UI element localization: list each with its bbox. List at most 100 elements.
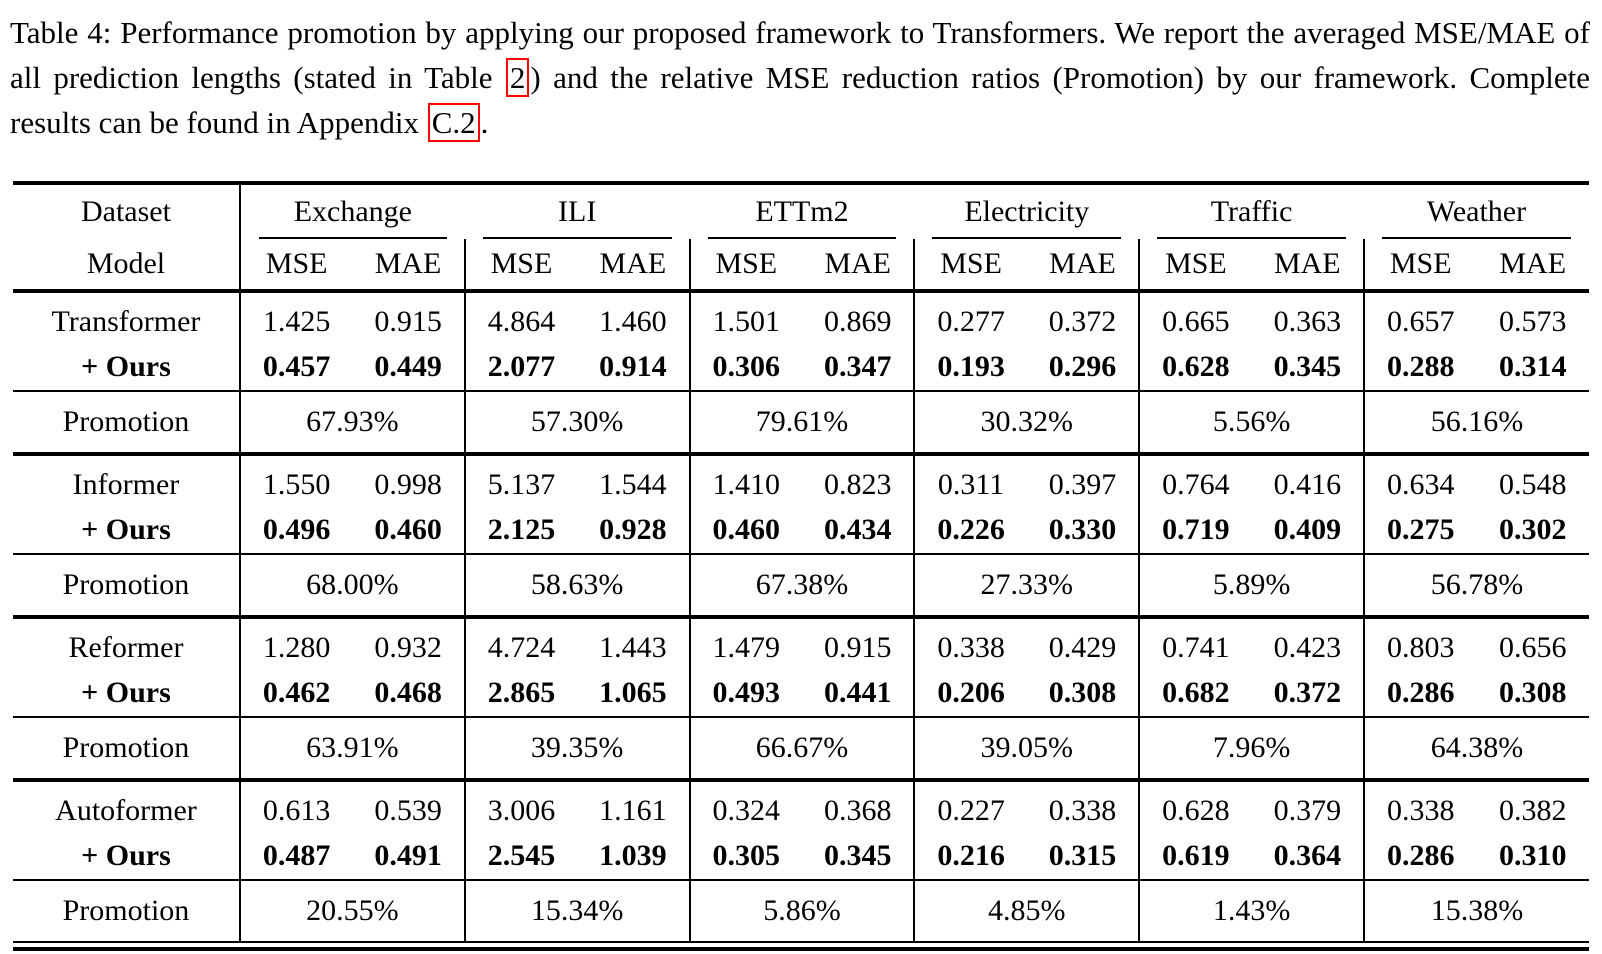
cmidrule bbox=[707, 237, 897, 239]
cmidrule bbox=[1382, 237, 1571, 239]
metric-header-mae: MAE bbox=[577, 239, 691, 293]
base-value-cell: 0.429 bbox=[1026, 617, 1141, 670]
dataset-name: Traffic bbox=[1210, 195, 1293, 228]
caption-text: Table 4: Performance promotion by applyi… bbox=[10, 15, 1590, 95]
promotion-value-cell: 39.05% bbox=[914, 717, 1141, 782]
ours-value-cell: 0.308 bbox=[1476, 670, 1589, 718]
base-value-cell: 0.277 bbox=[937, 304, 1005, 338]
ours-row: + Ours 0.457 0.449 2.077 0.914 0.306 0.347 0.19… bbox=[13, 344, 1589, 392]
ours-value-cell: 0.345 bbox=[1251, 344, 1366, 392]
base-value-cell: 0.998 bbox=[352, 454, 466, 507]
base-value-cell: 0.368 bbox=[801, 780, 916, 833]
promotion-value-cell: 58.63% bbox=[464, 554, 691, 619]
base-value-cell: 0.764 bbox=[1162, 467, 1230, 501]
model-name-cell: Reformer bbox=[13, 617, 241, 670]
metric-header-mse: MSE bbox=[1139, 239, 1252, 293]
base-value-cell: 0.548 bbox=[1498, 467, 1567, 501]
ours-value-cell: 0.226 bbox=[914, 507, 1027, 555]
base-value-cell: 0.382 bbox=[1498, 793, 1567, 827]
cmidrule bbox=[1157, 237, 1347, 239]
dataset-name: Exchange bbox=[293, 195, 412, 228]
metric-header-mse: MSE bbox=[239, 239, 353, 293]
ours-value-cell: 0.719 bbox=[1139, 507, 1252, 555]
dataset-col-traffic: Traffic bbox=[1139, 183, 1364, 239]
model-name-cell: Autoformer bbox=[13, 780, 241, 833]
dataset-col-exchange: Exchange bbox=[240, 183, 465, 239]
caption-text: . bbox=[480, 105, 489, 140]
promotion-label-cell: Promotion bbox=[13, 717, 241, 782]
ours-value-cell: 0.206 bbox=[914, 670, 1027, 718]
base-value-cell: 0.634 bbox=[1386, 467, 1455, 501]
dataset-name: ILI bbox=[558, 195, 597, 228]
ours-value-cell: 0.457 bbox=[239, 344, 353, 392]
base-value-cell: 1.544 bbox=[577, 454, 691, 507]
ours-value-cell: 0.460 bbox=[352, 507, 466, 555]
promotion-value-cell: 63.91% bbox=[239, 717, 466, 782]
base-value-cell: 3.006 bbox=[487, 793, 556, 827]
ours-value-cell: 0.288 bbox=[1364, 344, 1477, 392]
appendix-c2-reference-link[interactable]: C.2 bbox=[427, 103, 480, 142]
page: Table 4: Performance promotion by applyi… bbox=[0, 10, 1602, 951]
promotion-value-cell: 5.86% bbox=[689, 880, 916, 943]
promotion-value-cell: 7.96% bbox=[1139, 717, 1366, 782]
metric-header-mae: MAE bbox=[352, 239, 466, 293]
promotion-value-cell: 56.16% bbox=[1364, 391, 1589, 456]
ours-value-cell: 0.305 bbox=[689, 833, 802, 881]
metric-header-mse: MSE bbox=[1364, 239, 1477, 293]
ours-value-cell: 0.493 bbox=[689, 670, 802, 718]
base-value-cell: 1.443 bbox=[577, 617, 691, 670]
promotion-value-cell: 79.61% bbox=[689, 391, 916, 456]
ours-value-cell: 0.468 bbox=[352, 670, 466, 718]
ours-value-cell: 1.065 bbox=[577, 670, 691, 718]
ours-value-cell: 0.496 bbox=[239, 507, 353, 555]
results-table-wrapper: Dataset Exchange ILI ETTm2 Electricity T… bbox=[13, 181, 1589, 951]
base-value-cell: 1.550 bbox=[262, 467, 331, 501]
ours-value-cell: 0.928 bbox=[577, 507, 691, 555]
table-2-reference-link[interactable]: 2 bbox=[505, 58, 530, 97]
promotion-value-cell: 67.93% bbox=[239, 391, 466, 456]
model-name-cell: Informer bbox=[13, 454, 241, 507]
base-value-cell: 0.628 bbox=[1162, 793, 1230, 827]
base-value-cell: 1.280 bbox=[262, 630, 331, 664]
ours-value-cell: 0.302 bbox=[1476, 507, 1589, 555]
dataset-col-ili: ILI bbox=[465, 183, 690, 239]
base-value-cell: 0.372 bbox=[1026, 291, 1141, 344]
base-value-cell: 5.137 bbox=[487, 467, 556, 501]
base-value-cell: 1.501 bbox=[712, 304, 781, 338]
ours-value-cell: 0.296 bbox=[1026, 344, 1141, 392]
ours-value-cell: 0.434 bbox=[801, 507, 916, 555]
dataset-corner-label: Dataset bbox=[13, 183, 241, 239]
dataset-col-weather: Weather bbox=[1364, 183, 1589, 239]
base-value-cell: 0.363 bbox=[1251, 291, 1366, 344]
base-value-cell: 0.803 bbox=[1386, 630, 1455, 664]
base-value-cell: 1.410 bbox=[712, 467, 781, 501]
ours-value-cell: 1.039 bbox=[577, 833, 691, 881]
base-value-cell: 1.161 bbox=[577, 780, 691, 833]
ours-value-cell: 0.462 bbox=[239, 670, 353, 718]
base-value-cell: 0.741 bbox=[1162, 630, 1230, 664]
ours-label-cell: + Ours bbox=[13, 507, 241, 555]
base-value-cell: 1.425 bbox=[262, 304, 331, 338]
base-value-cell: 0.338 bbox=[1386, 793, 1455, 827]
metric-header-mse: MSE bbox=[914, 239, 1027, 293]
base-value-cell: 0.656 bbox=[1498, 630, 1567, 664]
base-value-cell: 0.932 bbox=[352, 617, 466, 670]
cmidrule bbox=[482, 237, 672, 239]
ours-value-cell: 0.449 bbox=[352, 344, 466, 392]
cmidrule bbox=[258, 237, 447, 239]
promotion-value-cell: 30.32% bbox=[914, 391, 1141, 456]
ours-value-cell: 0.310 bbox=[1476, 833, 1589, 881]
base-value-cell: 0.397 bbox=[1026, 454, 1141, 507]
metric-header-mae: MAE bbox=[1026, 239, 1141, 293]
ours-value-cell: 0.314 bbox=[1476, 344, 1589, 392]
ours-value-cell: 2.125 bbox=[464, 507, 578, 555]
base-value-cell: 0.573 bbox=[1498, 304, 1567, 338]
promotion-row: Promotion 63.91% 39.35% 66.67% 39.05% 7.96% 64… bbox=[13, 717, 1589, 782]
promotion-value-cell: 5.56% bbox=[1139, 391, 1366, 456]
base-value-cell: 0.539 bbox=[352, 780, 466, 833]
promotion-value-cell: 15.34% bbox=[464, 880, 691, 943]
ours-value-cell: 0.487 bbox=[239, 833, 353, 881]
base-value-cell: 1.460 bbox=[577, 291, 691, 344]
promotion-value-cell: 20.55% bbox=[239, 880, 466, 943]
metric-header-mae: MAE bbox=[801, 239, 916, 293]
